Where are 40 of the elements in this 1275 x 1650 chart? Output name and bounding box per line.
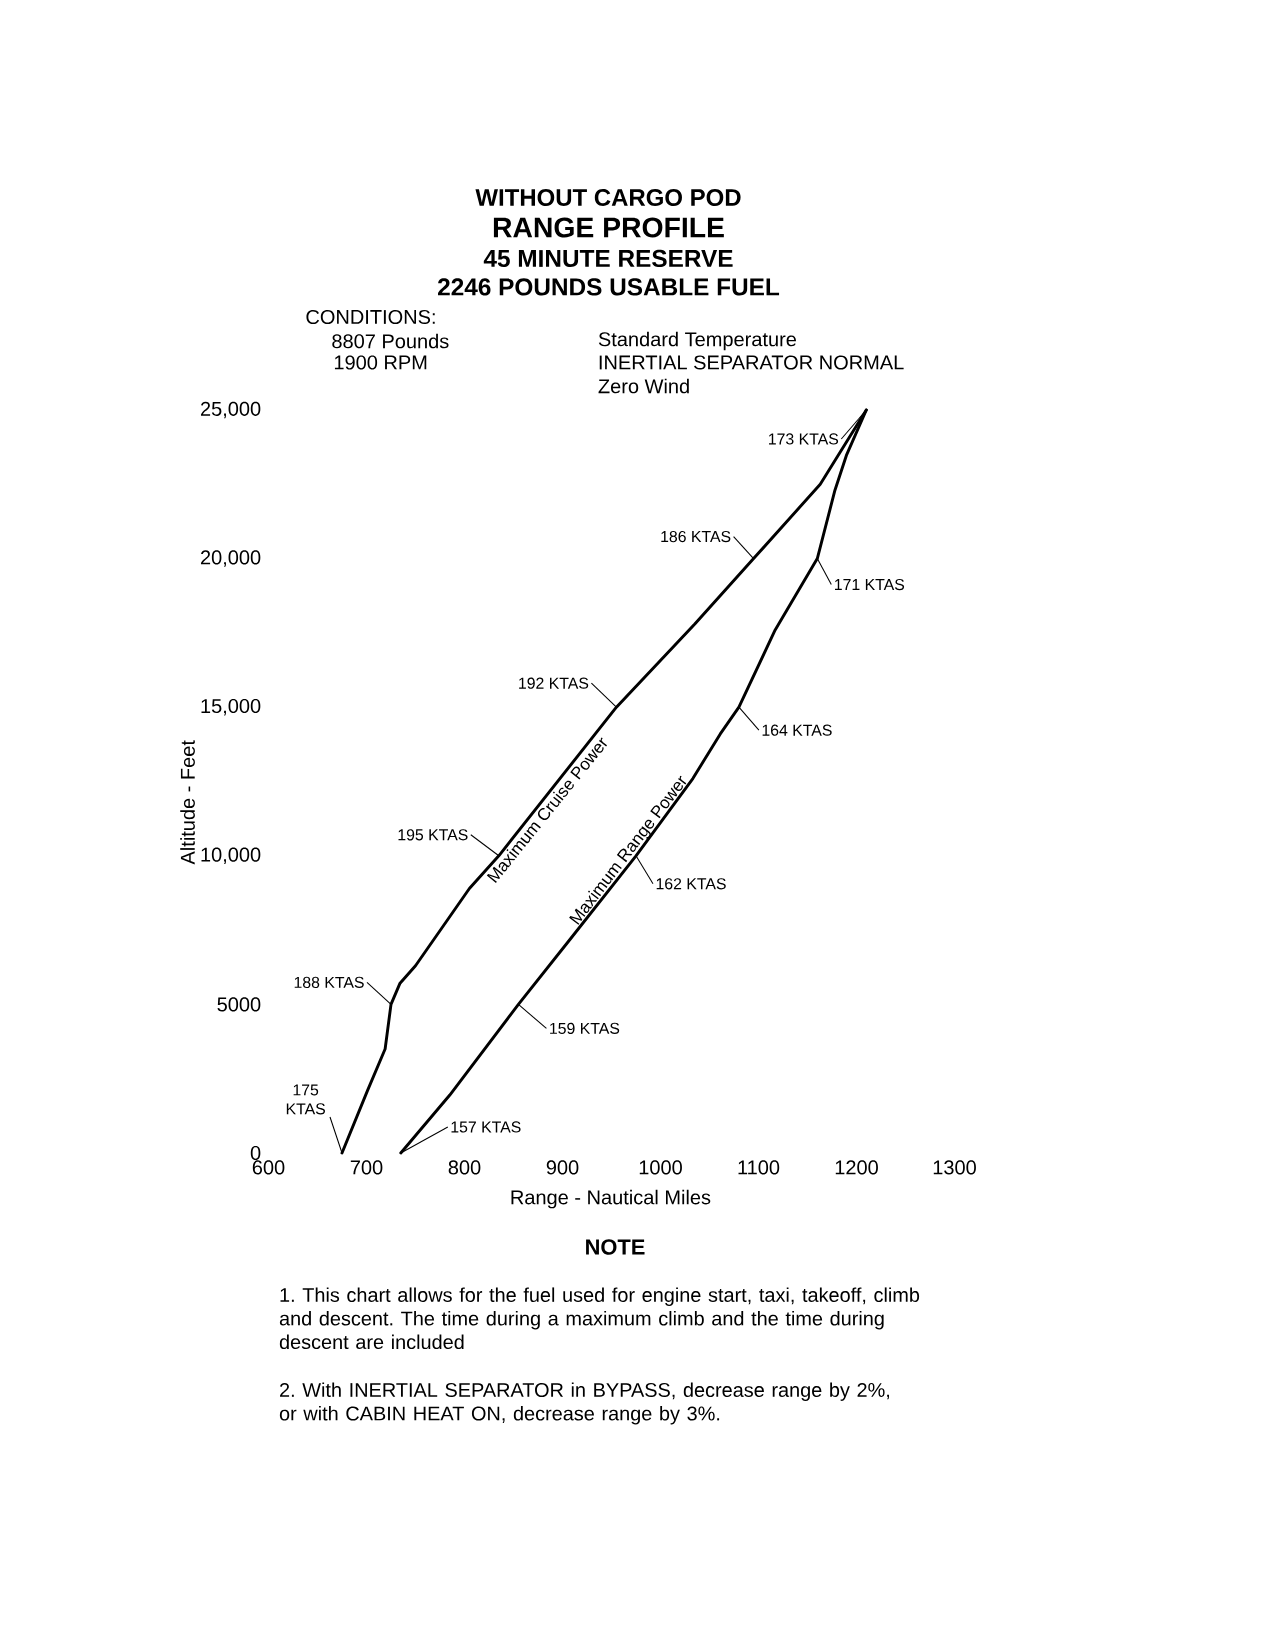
x-tick-label: 700 (350, 1160, 383, 1175)
x-tick-label: 1300 (933, 1160, 976, 1175)
annotation: 195 KTAS (398, 829, 468, 841)
chart-title: RANGE PROFILE (493, 217, 724, 238)
chart-subtitle: 45 MINUTE RESERVE (483, 249, 733, 268)
text: NOTE (586, 1239, 645, 1255)
text: Zero Wind (598, 378, 689, 394)
x-tick-label: 1100 (738, 1160, 780, 1175)
annotation: 171 KTAS (835, 578, 905, 591)
text: 1900 RPM (334, 355, 427, 370)
annotation: 188 KTAS (294, 976, 364, 988)
x-tick-label: 600 (252, 1160, 285, 1175)
y-tick-label: 5000 (217, 997, 261, 1012)
annotation: 164 KTAS (762, 724, 832, 736)
text: CONDITIONS: (306, 309, 435, 325)
y-tick-label: 10,000 (201, 847, 261, 865)
text: 2. With INERTIAL SEPARATOR in BYPASS, decrease range by 2%, or with CABIN HEAT ON, decrease range by 3%. (279, 1382, 890, 1425)
y-tick-label: 15,000 (201, 698, 261, 716)
annotation: 192 KTAS (519, 677, 589, 689)
y-tick-label: 0 (250, 1145, 261, 1161)
y-tick-label: 20,000 (200, 550, 261, 567)
annotation: 157 KTAS (451, 1121, 521, 1133)
annotation: 173 KTAS (769, 433, 839, 445)
text: WITHOUT CARGO POD (475, 189, 741, 206)
text: 1. This chart allows for the fuel used for engine start, taxi, takeoff, climb and descent. The time during a maximum climb and the time during descent are included (279, 1287, 920, 1350)
text: Standard Temperature (598, 331, 796, 351)
x-tick-label: 1200 (835, 1160, 878, 1175)
x-tick-label: 1000 (639, 1160, 682, 1175)
y-tick-label: 25,000 (200, 401, 261, 419)
y-axis-title: Altitude - Feet (180, 740, 195, 865)
text: INERTIAL SEPARATOR NORMAL (599, 355, 904, 370)
text: 8807 Pounds (332, 333, 449, 349)
annotation: 159 KTAS (550, 1022, 620, 1034)
text: 2246 POUNDS USABLE FUEL (438, 278, 780, 296)
annotation: 175 KTAS (286, 1084, 325, 1115)
annotation: 186 KTAS (661, 530, 731, 543)
x-tick-label: 800 (448, 1160, 481, 1175)
x-axis-title: Range - Nautical Miles (511, 1189, 711, 1209)
annotation: 162 KTAS (656, 878, 726, 890)
x-tick-label: 900 (546, 1160, 579, 1175)
